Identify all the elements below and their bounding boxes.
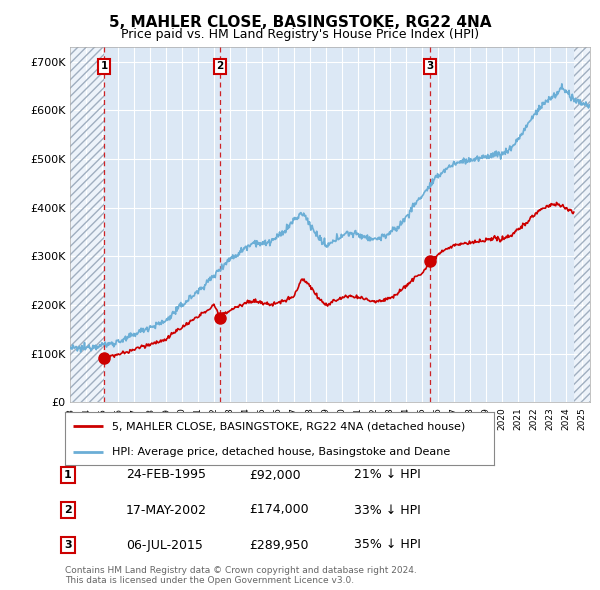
Text: 5, MAHLER CLOSE, BASINGSTOKE, RG22 4NA (detached house): 5, MAHLER CLOSE, BASINGSTOKE, RG22 4NA (… (112, 421, 465, 431)
Text: HPI: Average price, detached house, Basingstoke and Deane: HPI: Average price, detached house, Basi… (112, 447, 450, 457)
Text: 21% ↓ HPI: 21% ↓ HPI (354, 468, 421, 481)
Text: 1: 1 (64, 470, 71, 480)
Text: 06-JUL-2015: 06-JUL-2015 (126, 539, 203, 552)
Text: £289,950: £289,950 (249, 539, 308, 552)
Text: 1: 1 (100, 61, 108, 71)
Text: 33% ↓ HPI: 33% ↓ HPI (354, 503, 421, 516)
Text: 3: 3 (64, 540, 71, 550)
Text: £174,000: £174,000 (249, 503, 308, 516)
Text: Contains HM Land Registry data © Crown copyright and database right 2024.
This d: Contains HM Land Registry data © Crown c… (65, 566, 416, 585)
Text: £92,000: £92,000 (249, 468, 301, 481)
Text: 17-MAY-2002: 17-MAY-2002 (126, 503, 207, 516)
Text: 2: 2 (217, 61, 224, 71)
Text: 24-FEB-1995: 24-FEB-1995 (126, 468, 206, 481)
Text: 5, MAHLER CLOSE, BASINGSTOKE, RG22 4NA: 5, MAHLER CLOSE, BASINGSTOKE, RG22 4NA (109, 15, 491, 30)
Text: Price paid vs. HM Land Registry's House Price Index (HPI): Price paid vs. HM Land Registry's House … (121, 28, 479, 41)
Text: 35% ↓ HPI: 35% ↓ HPI (354, 539, 421, 552)
Text: 2: 2 (64, 505, 71, 515)
Text: 3: 3 (427, 61, 434, 71)
